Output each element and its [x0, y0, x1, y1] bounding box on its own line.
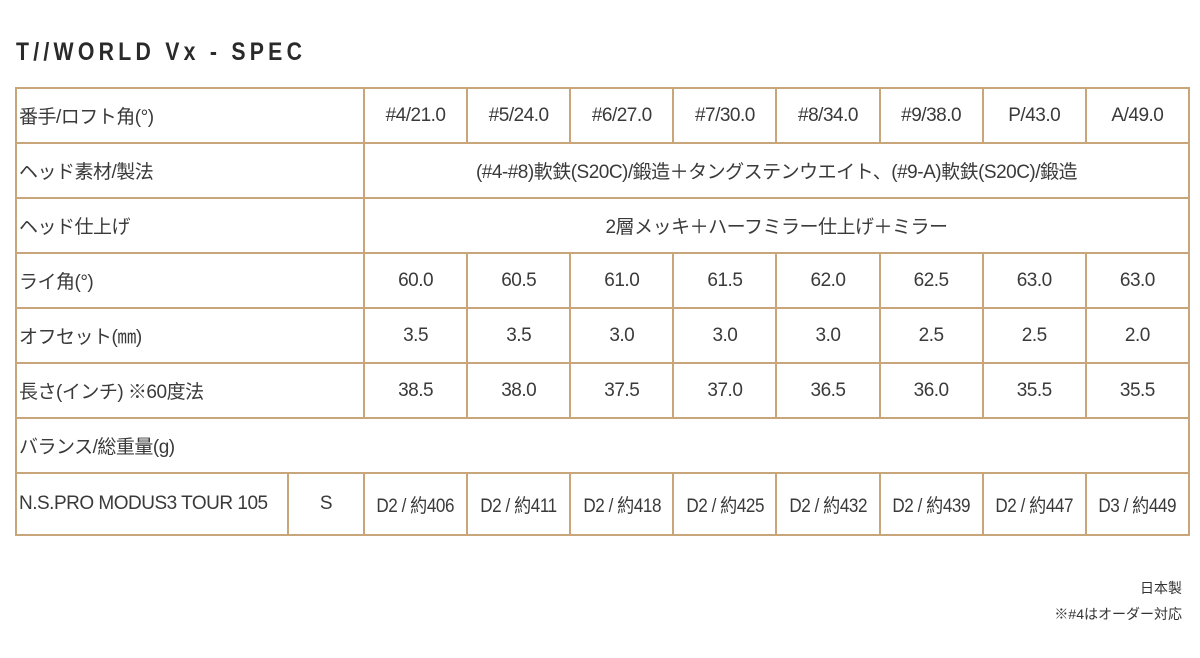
- cell-text: D3 / 約449: [1098, 495, 1177, 517]
- cell: 35.5: [1084, 362, 1191, 419]
- cell: 60.5: [466, 252, 572, 309]
- cell: D2 / 約432: [775, 472, 881, 536]
- cell: 37.5: [569, 362, 675, 419]
- cell: D2 / 約418: [569, 472, 675, 536]
- cell: 61.5: [672, 252, 778, 309]
- row-label: 番手/ロフト角(°): [14, 87, 366, 144]
- made-in-note: 日本製: [1140, 580, 1182, 596]
- cell: 2.5: [878, 307, 984, 364]
- shaft-flex: S: [286, 472, 366, 536]
- row-label: 長さ(インチ) ※60度法: [14, 362, 366, 419]
- cell: 3.0: [775, 307, 881, 364]
- table-row-balance-header: バランス/総重量(g): [15, 417, 1190, 474]
- cell: #4/21.0: [363, 87, 469, 144]
- cell: 62.0: [775, 252, 881, 309]
- cell: 60.0: [363, 252, 469, 309]
- cell: #9/38.0: [878, 87, 984, 144]
- cell: (#4-#8)軟鉄(S20C)/鍛造＋タングステンウエイト、(#9-A)軟鉄(S…: [363, 142, 1190, 199]
- row-label: オフセット(㎜): [14, 307, 366, 364]
- cell: D2 / 約439: [878, 472, 984, 536]
- cell: #7/30.0: [672, 87, 778, 144]
- row-label: ライ角(°): [14, 252, 366, 309]
- table-row-shaft: N.S.PRO MODUS3 TOUR 105 S D2 / 約406 D2 /…: [15, 472, 1191, 536]
- cell-text: D2 / 約439: [892, 495, 970, 517]
- shaft-name: N.S.PRO MODUS3 TOUR 105: [15, 472, 289, 536]
- cell-text: D2 / 約425: [686, 495, 764, 517]
- order-note: ※#4はオーダー対応: [1054, 606, 1182, 622]
- row-label: ヘッド仕上げ: [14, 197, 366, 254]
- cell: #8/34.0: [775, 87, 881, 144]
- row-label: ヘッド素材/製法: [14, 142, 366, 199]
- cell: 3.5: [363, 307, 469, 364]
- cell-text: D2 / 約406: [376, 495, 455, 517]
- table-row-loft: 番手/ロフト角(°) #4/21.0 #5/24.0 #6/27.0 #7/30…: [14, 87, 1191, 144]
- cell: 3.0: [672, 307, 778, 364]
- cell-text: D2 / 約432: [789, 495, 867, 517]
- cell: 35.5: [981, 362, 1087, 419]
- cell: 37.0: [672, 362, 778, 419]
- spec-table: 番手/ロフト角(°) #4/21.0 #5/24.0 #6/27.0 #7/30…: [14, 87, 1191, 536]
- cell: 2.5: [981, 307, 1087, 364]
- cell: D3 / 約449: [1084, 472, 1191, 536]
- cell: 2層メッキ＋ハーフミラー仕上げ＋ミラー: [363, 197, 1190, 254]
- cell: D2 / 約411: [466, 472, 572, 536]
- table-row-offset: オフセット(㎜) 3.5 3.5 3.0 3.0 3.0 2.5 2.5 2.0: [14, 307, 1191, 364]
- cell: A/49.0: [1084, 87, 1191, 144]
- cell: 63.0: [981, 252, 1087, 309]
- cell: 36.5: [775, 362, 881, 419]
- table-row-material: ヘッド素材/製法 (#4-#8)軟鉄(S20C)/鍛造＋タングステンウエイト、(…: [14, 142, 1190, 199]
- cell: 38.0: [466, 362, 572, 419]
- cell: D2 / 約406: [363, 472, 469, 536]
- cell: P/43.0: [981, 87, 1087, 144]
- table-row-finish: ヘッド仕上げ 2層メッキ＋ハーフミラー仕上げ＋ミラー: [14, 197, 1190, 254]
- row-label: バランス/総重量(g): [15, 417, 1190, 474]
- cell: 3.5: [466, 307, 572, 364]
- cell: 36.0: [878, 362, 984, 419]
- cell: #5/24.0: [466, 87, 572, 144]
- page-title: T//WORLD Vx - SPEC: [16, 38, 307, 66]
- cell: D2 / 約447: [981, 472, 1087, 536]
- table-row-lie: ライ角(°) 60.0 60.5 61.0 61.5 62.0 62.5 63.…: [14, 252, 1191, 309]
- cell: #6/27.0: [569, 87, 675, 144]
- cell: 61.0: [569, 252, 675, 309]
- cell: 63.0: [1084, 252, 1191, 309]
- cell: 62.5: [878, 252, 984, 309]
- cell-text: D2 / 約447: [995, 495, 1074, 517]
- cell-text: D2 / 約418: [582, 495, 661, 517]
- cell-text: D2 / 約411: [480, 495, 557, 517]
- table-row-length: 長さ(インチ) ※60度法 38.5 38.0 37.5 37.0 36.5 3…: [14, 362, 1191, 419]
- cell: D2 / 約425: [672, 472, 778, 536]
- cell: 38.5: [363, 362, 469, 419]
- cell: 2.0: [1084, 307, 1191, 364]
- cell: 3.0: [569, 307, 675, 364]
